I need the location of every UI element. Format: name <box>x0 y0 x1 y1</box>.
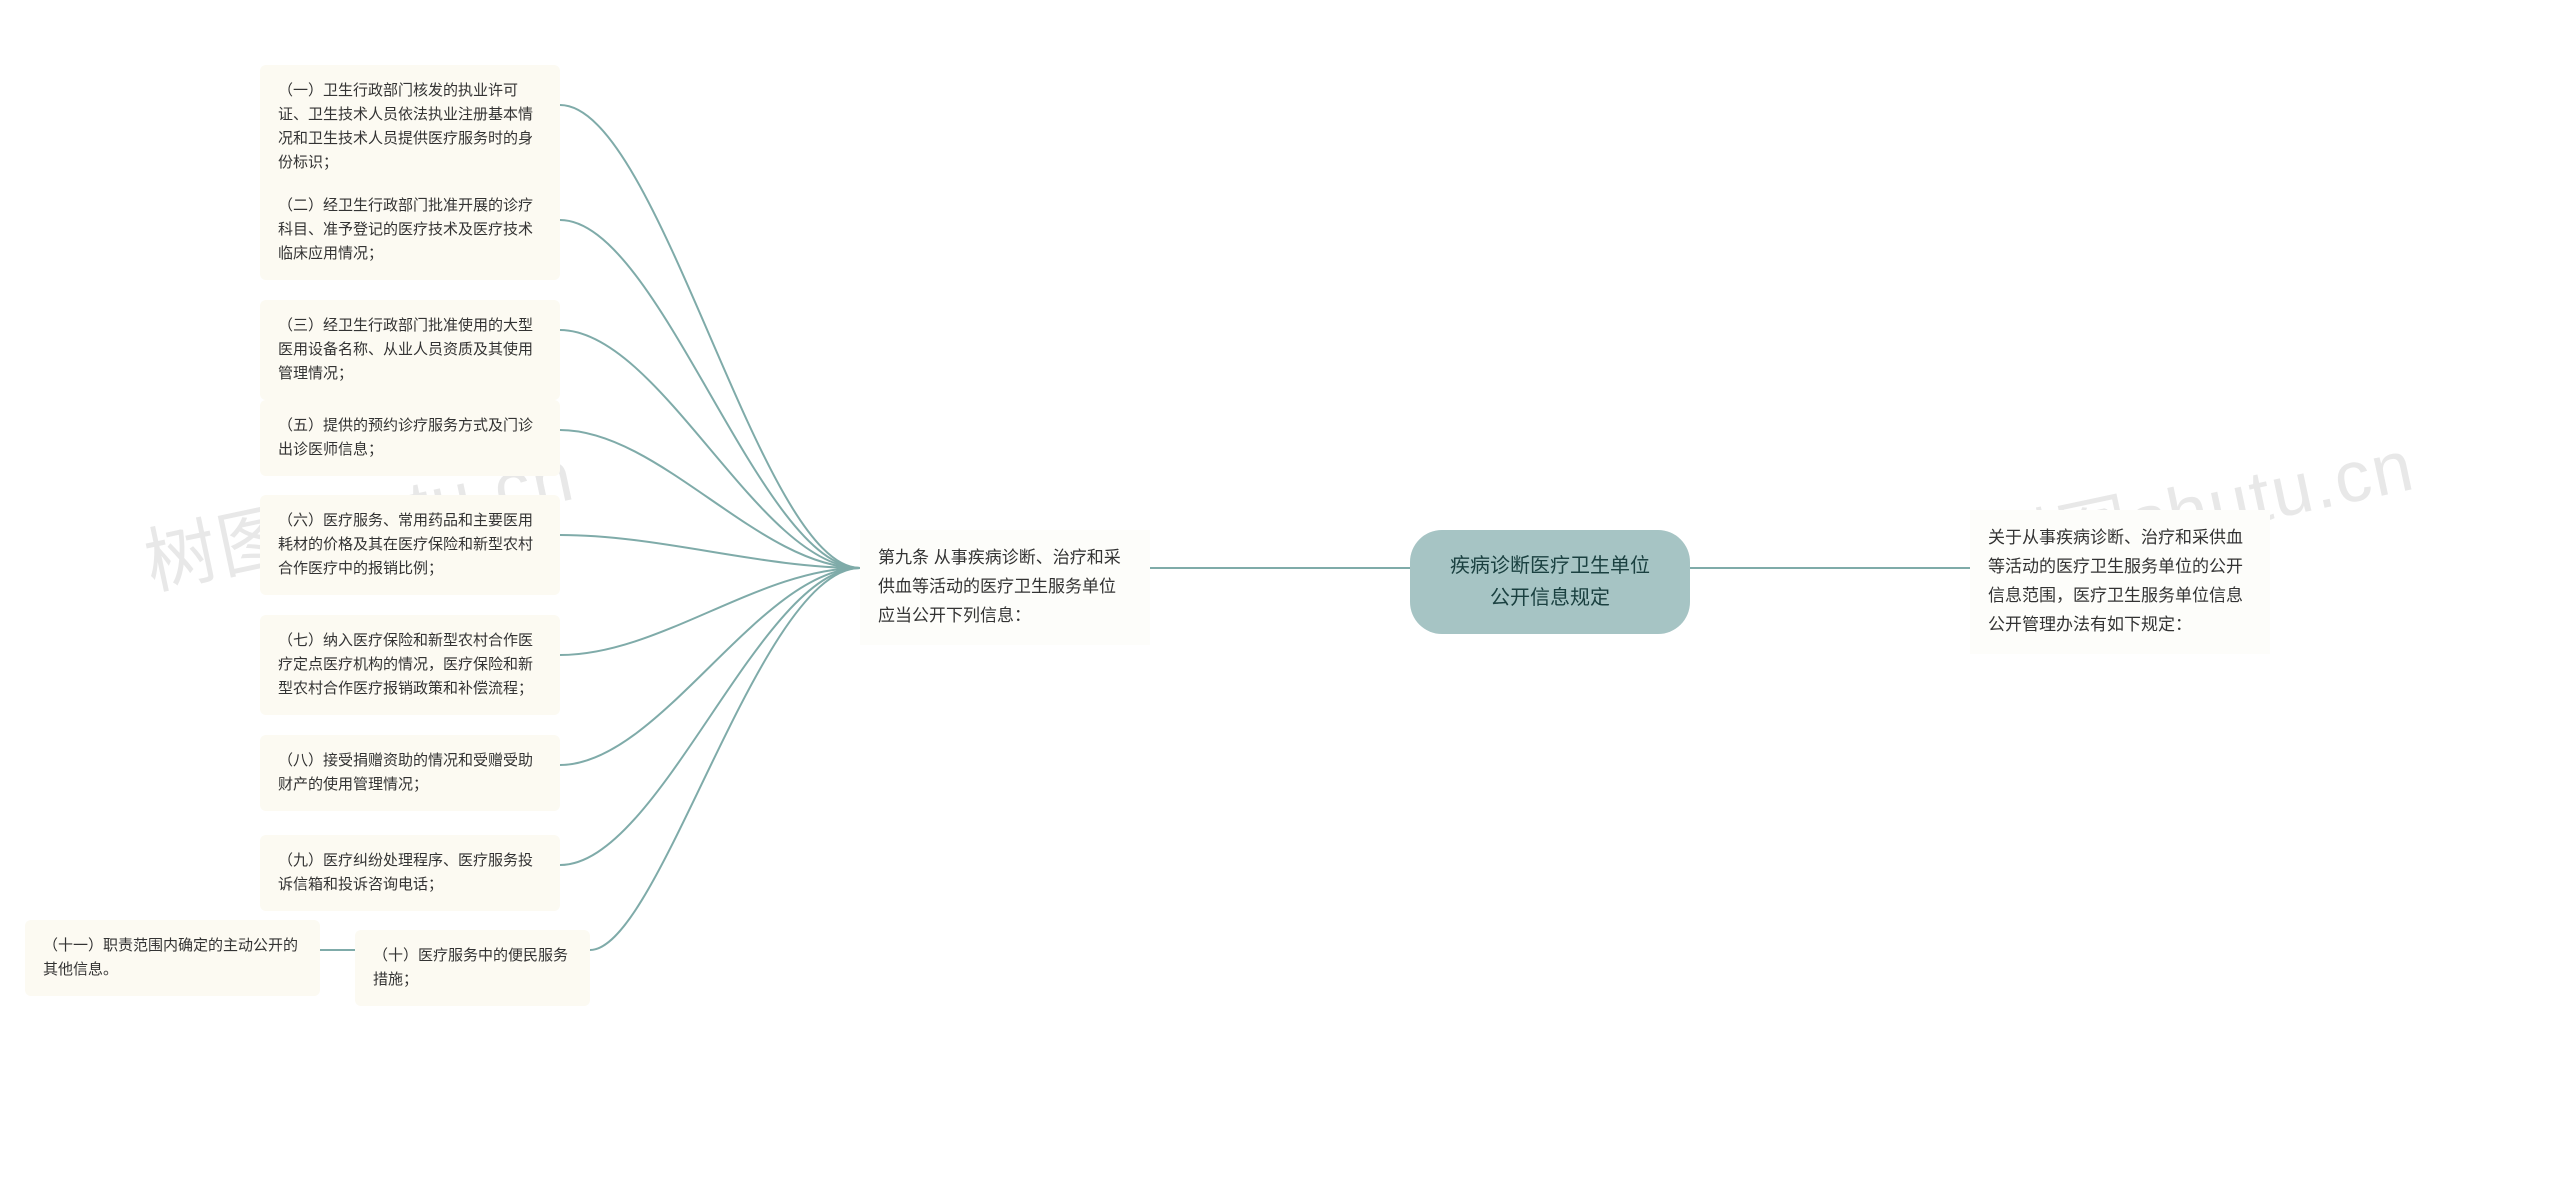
right-branch-text: 关于从事疾病诊断、治疗和采供血等活动的医疗卫生服务单位的公开信息范围，医疗卫生服… <box>1988 528 2243 634</box>
leaf-node-6: （七）纳入医疗保险和新型农村合作医疗定点医疗机构的情况，医疗保险和新型农村合作医… <box>260 615 560 715</box>
leaf-text-9: （十）医疗服务中的便民服务措施； <box>373 947 568 988</box>
leaf-node-4: （五）提供的预约诊疗服务方式及门诊出诊医师信息； <box>260 400 560 476</box>
left-branch-node: 第九条 从事疾病诊断、治疗和采供血等活动的医疗卫生服务单位应当公开下列信息： <box>860 530 1150 645</box>
center-node: 疾病诊断医疗卫生单位公开信息规定 <box>1410 530 1690 634</box>
leaf-text-5: （六）医疗服务、常用药品和主要医用耗材的价格及其在医疗保险和新型农村合作医疗中的… <box>278 512 533 577</box>
leaf-text-2: （二）经卫生行政部门批准开展的诊疗科目、准予登记的医疗技术及医疗技术临床应用情况… <box>278 197 533 262</box>
leaf-node-3: （三）经卫生行政部门批准使用的大型医用设备名称、从业人员资质及其使用管理情况； <box>260 300 560 400</box>
leaf-node-8: （九）医疗纠纷处理程序、医疗服务投诉信箱和投诉咨询电话； <box>260 835 560 911</box>
center-title: 疾病诊断医疗卫生单位公开信息规定 <box>1450 555 1650 609</box>
leaf-node-7: （八）接受捐赠资助的情况和受赠受助财产的使用管理情况； <box>260 735 560 811</box>
leaf-text-3: （三）经卫生行政部门批准使用的大型医用设备名称、从业人员资质及其使用管理情况； <box>278 317 533 382</box>
connector-leaf-9 <box>590 568 860 950</box>
leaf-text-1: （一）卫生行政部门核发的执业许可证、卫生技术人员依法执业注册基本情况和卫生技术人… <box>278 82 533 171</box>
leaf-node-5: （六）医疗服务、常用药品和主要医用耗材的价格及其在医疗保险和新型农村合作医疗中的… <box>260 495 560 595</box>
connector-leaf-2 <box>560 220 860 568</box>
leaf-text-6: （七）纳入医疗保险和新型农村合作医疗定点医疗机构的情况，医疗保险和新型农村合作医… <box>278 632 533 697</box>
connector-leaf-3 <box>560 330 860 568</box>
leaf-node-9: （十）医疗服务中的便民服务措施； <box>355 930 590 1006</box>
leaf-text-8: （九）医疗纠纷处理程序、医疗服务投诉信箱和投诉咨询电话； <box>278 852 533 893</box>
leaf-text-10: （十一）职责范围内确定的主动公开的其他信息。 <box>43 937 298 978</box>
right-branch-node: 关于从事疾病诊断、治疗和采供血等活动的医疗卫生服务单位的公开信息范围，医疗卫生服… <box>1970 510 2270 654</box>
leaf-node-1: （一）卫生行政部门核发的执业许可证、卫生技术人员依法执业注册基本情况和卫生技术人… <box>260 65 560 189</box>
left-branch-text: 第九条 从事疾病诊断、治疗和采供血等活动的医疗卫生服务单位应当公开下列信息： <box>878 548 1121 625</box>
connector-leaf-7 <box>560 568 860 765</box>
leaf-node-2: （二）经卫生行政部门批准开展的诊疗科目、准予登记的医疗技术及医疗技术临床应用情况… <box>260 180 560 280</box>
leaf-node-10: （十一）职责范围内确定的主动公开的其他信息。 <box>25 920 320 996</box>
leaf-text-7: （八）接受捐赠资助的情况和受赠受助财产的使用管理情况； <box>278 752 533 793</box>
leaf-text-4: （五）提供的预约诊疗服务方式及门诊出诊医师信息； <box>278 417 533 458</box>
